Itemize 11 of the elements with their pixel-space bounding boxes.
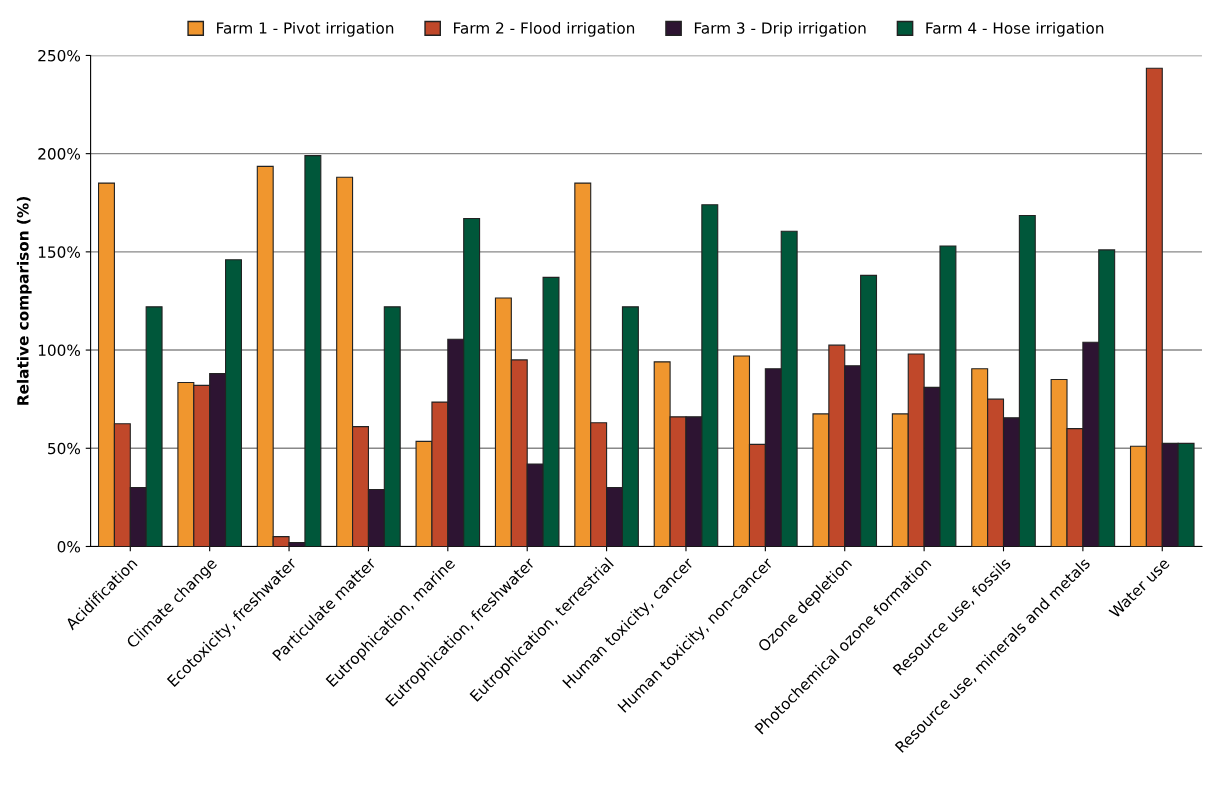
- y-tick-label: 150%: [38, 246, 81, 258]
- legend-label: Farm 4 - Hose irrigation: [926, 21, 1104, 37]
- legend-label: Farm 1 - Pivot irrigation: [217, 21, 394, 37]
- legend-label: Farm 2 - Flood irrigation: [454, 21, 635, 37]
- y-tick-label: 200%: [38, 148, 81, 160]
- y-axis-title: Relative comparison (%): [16, 197, 32, 405]
- legend-label: Farm 3 - Drip irrigation: [694, 21, 866, 37]
- y-tick-label: 0%: [57, 540, 81, 553]
- y-tick-label: 250%: [38, 49, 81, 62]
- y-tick-label: 100%: [38, 344, 81, 357]
- y-tick-label: 50%: [48, 442, 81, 455]
